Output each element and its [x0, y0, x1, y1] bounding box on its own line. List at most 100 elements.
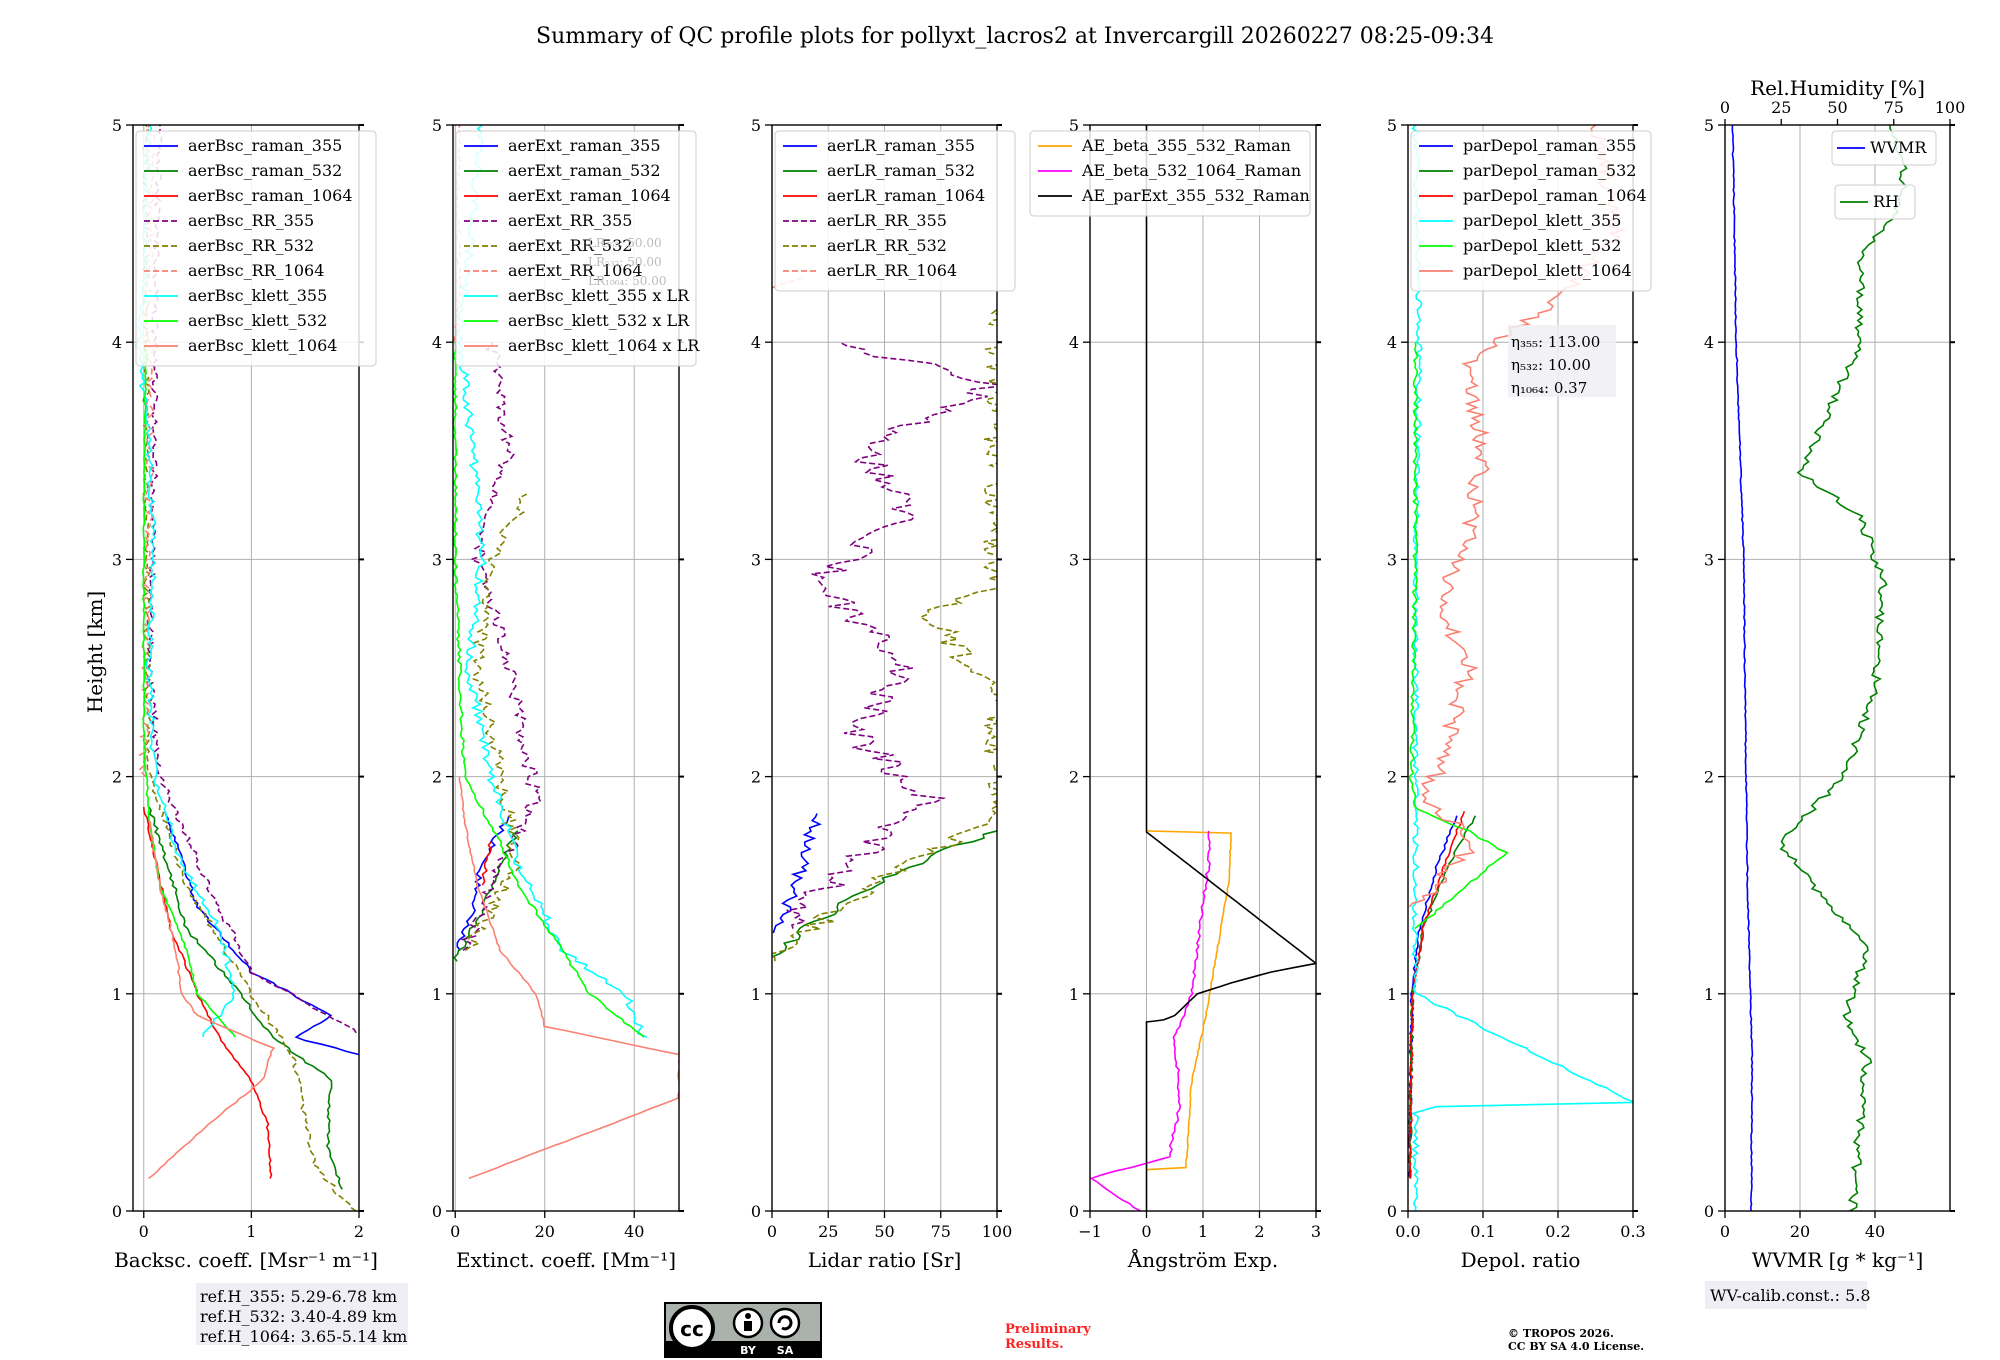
legend-depol: parDepol_raman_355 parDepol_raman_532 parD…	[1410, 130, 1652, 292]
series-line-parDepol_raman_1064	[1408, 811, 1466, 1179]
legend-ext: aerExt_raman_355 aerExt_raman_532 aerExt_r…	[455, 130, 700, 367]
y-tick-label-4: 4	[112, 333, 122, 352]
legend-rh-label: RH	[1873, 192, 1899, 211]
y-tick-label-0: 0	[1387, 1202, 1397, 1221]
legend-label-1: aerExt_raman_532	[508, 161, 661, 180]
x-tick-label-3: 0.3	[1620, 1222, 1645, 1241]
y-tick-label-1: 1	[432, 985, 442, 1004]
y-tick-label-1: 1	[751, 985, 761, 1004]
axes-frame-bsc	[132, 124, 360, 1212]
legend-box	[135, 130, 377, 367]
top-axis-label: Rel.Humidity [%]	[1750, 76, 1925, 100]
legend-label-6: aerBsc_klett_355	[188, 286, 327, 305]
legend-label-0: AE_beta_355_532_Raman	[1081, 136, 1291, 155]
legend-ae: AE_beta_355_532_Raman AE_beta_532_1064_Ra…	[1029, 130, 1311, 217]
legend-bsc: aerBsc_raman_355 aerBsc_raman_532 aerBsc_r…	[135, 130, 377, 367]
ref-h-1064: ref.H_1064: 3.65-5.14 km	[200, 1327, 407, 1346]
series-line-aerBsc_klett_532	[142, 342, 236, 1038]
series-line-aerBsc_klett_1064 x LR	[458, 776, 679, 1180]
legend-box	[455, 130, 697, 367]
legend-label-1: parDepol_raman_532	[1463, 161, 1636, 180]
y-tick-label-3: 3	[432, 550, 442, 569]
x-tick-label-4: 100	[982, 1222, 1013, 1241]
series-line-AE_parExt_355_532_Raman	[1145, 125, 1316, 1211]
x-tick-label-1: 20	[535, 1222, 555, 1241]
y-tick-label-3: 3	[1704, 550, 1714, 569]
y-tick-label-3: 3	[112, 550, 122, 569]
cc-license-badge[interactable]: cc BY SA	[664, 1302, 822, 1358]
y-tick-label-4: 4	[1704, 333, 1714, 352]
series-line-RH	[1779, 125, 1908, 1211]
legend-label-0: aerExt_raman_355	[508, 136, 661, 155]
annotation-line-1: LR₅₃₂: 50.00	[588, 255, 662, 269]
legend-label-6: aerBsc_klett_355 x LR	[508, 286, 690, 305]
x-tick-label-2: 40	[624, 1222, 644, 1241]
y-tick-label-0: 0	[1704, 1202, 1714, 1221]
legend-wvmr-box	[1831, 130, 1937, 166]
annotation-line-0: η₃₅₅: 113.00	[1511, 333, 1600, 351]
copyright-line-2: CC BY SA 4.0 License.	[1508, 1340, 1644, 1353]
series-line-AE_beta_355_532_Raman	[1146, 830, 1232, 1171]
series-line-WVMR	[1731, 125, 1754, 1211]
x-tick-label-1: 20	[1790, 1222, 1810, 1241]
y-tick-label-2: 2	[1704, 768, 1714, 787]
series-group-ae	[1090, 125, 1316, 1211]
x-tick-label-3: 75	[931, 1222, 951, 1241]
figure-title: Summary of QC profile plots for pollyxt_…	[536, 24, 1494, 49]
series-line-aerExt_raman_1064	[481, 841, 493, 886]
ref-box: ref.H_355: 5.29-6.78 km ref.H_532: 3.40-…	[196, 1283, 408, 1346]
top-tick-label-1: 25	[1771, 98, 1791, 117]
x-tick-label-2: 50	[874, 1222, 894, 1241]
axes-frame-ext	[452, 124, 680, 1212]
series-line-aerLR_RR_355	[786, 341, 997, 929]
legend-box	[1029, 130, 1311, 217]
y-tick-label-2: 2	[1069, 768, 1079, 787]
top-tick-label-3: 75	[1884, 98, 1904, 117]
legend-box	[1410, 130, 1652, 292]
series-line-aerBsc_klett_532 x LR	[453, 341, 645, 1038]
legend-label-8: aerBsc_klett_1064	[188, 336, 337, 355]
y-tick-label-5: 5	[1387, 116, 1397, 135]
legend-label-5: aerExt_RR_1064	[508, 261, 643, 280]
legend-label-0: parDepol_raman_355	[1463, 136, 1636, 155]
preliminary-line-1: Preliminary	[1005, 1322, 1091, 1337]
axes-frame-depol	[1407, 124, 1634, 1212]
legend-label-4: aerLR_RR_532	[827, 236, 947, 255]
y-tick-label-2: 2	[112, 768, 122, 787]
y-tick-label-5: 5	[432, 116, 442, 135]
y-tick-label-4: 4	[751, 333, 761, 352]
y-tick-label-0: 0	[751, 1202, 761, 1221]
x-tick-label-2: 1	[1198, 1222, 1208, 1241]
x-tick-label-2: 2	[354, 1222, 364, 1241]
legend-wvmr: WVMR	[1831, 130, 1937, 166]
sa-label: SA	[777, 1344, 794, 1357]
x-tick-label-2: 40	[1865, 1222, 1885, 1241]
y-tick-label-4: 4	[1387, 333, 1397, 352]
legend-rh-box	[1834, 184, 1916, 220]
series-line-aerLR_RR_532	[772, 308, 997, 962]
legend-label-3: aerExt_RR_355	[508, 211, 632, 230]
y-tick-label-0: 0	[1069, 1202, 1079, 1221]
x-tick-label-1: 25	[818, 1222, 838, 1241]
x-tick-label-1: 1	[246, 1222, 256, 1241]
legend-label-1: aerBsc_raman_532	[188, 161, 342, 180]
panel-ext: 0 20 40 0 1 2 3 4 5 Extinct. coeff. [Mm⁻¹] aerExt_…	[432, 116, 700, 1272]
by-label: BY	[740, 1344, 757, 1357]
x-tick-label-2: 0.2	[1545, 1222, 1570, 1241]
y-tick-label-1: 1	[1069, 985, 1079, 1004]
legend-label-2: aerBsc_raman_1064	[188, 186, 353, 205]
annotation-line-1: η₅₃₂: 10.00	[1511, 356, 1591, 374]
panel-depol: 0.0 0.1 0.2 0.3 0 1 2 3 4 5 Depol. ratio parDepol_r…	[1387, 116, 1652, 1272]
top-axis-rh: 0 25 50 75 100 Rel.Humidity [%]	[1720, 76, 1965, 125]
series-line-aerBsc_klett_1064	[148, 819, 276, 1180]
x-tick-label-4: 3	[1311, 1222, 1321, 1241]
legend-label-4: parDepol_klett_532	[1463, 236, 1621, 255]
top-tick-label-4: 100	[1935, 98, 1966, 117]
legend-label-7: aerBsc_klett_532 x LR	[508, 311, 690, 330]
legend-label-0: aerLR_raman_355	[827, 136, 975, 155]
legend-label-2: aerExt_raman_1064	[508, 186, 671, 205]
annotation-box	[1508, 325, 1616, 397]
annotation-ext: LR₃₅₅: 50.00 LR₅₃₂: 50.00 LR₁₀₆₄: 50.00	[588, 236, 666, 288]
